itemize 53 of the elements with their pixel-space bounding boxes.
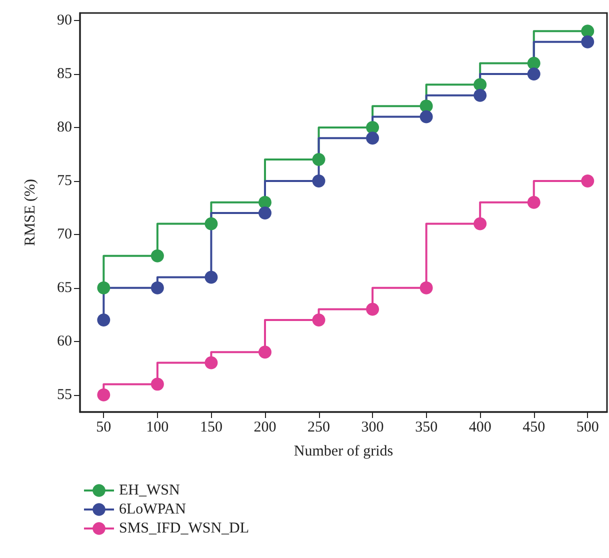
point (366, 302, 380, 316)
x-tick-label: 50 (96, 420, 112, 436)
point (258, 196, 272, 209)
y-tick-label: 85 (57, 66, 72, 82)
y-tick-label: 70 (57, 226, 72, 242)
point (527, 56, 540, 70)
point (204, 217, 218, 230)
y-tick-label: 90 (57, 12, 72, 28)
point (366, 132, 380, 145)
x-tick-label: 100 (146, 420, 169, 436)
point (312, 153, 326, 166)
x-tick-label: 200 (254, 420, 276, 436)
point (581, 24, 594, 38)
point (581, 174, 594, 188)
point (97, 314, 110, 326)
y-tick-label: 55 (57, 386, 72, 403)
point (258, 206, 272, 220)
point (420, 281, 433, 294)
point (474, 78, 487, 92)
point (204, 356, 218, 370)
legend-label: EH_WSN (119, 482, 180, 498)
point (474, 217, 487, 230)
point (581, 35, 594, 48)
x-tick-label: 450 (522, 420, 546, 436)
point (258, 346, 272, 359)
y-tick-label: 80 (57, 119, 72, 136)
x-tick-label: 400 (468, 420, 492, 436)
point (474, 88, 487, 102)
point (527, 67, 540, 80)
x-tick-label: 300 (361, 420, 384, 436)
x-tick-label: 250 (308, 420, 330, 436)
point (150, 378, 164, 391)
point (312, 174, 326, 188)
point (366, 120, 380, 134)
y-axis-title: RMSE (%) (22, 178, 38, 246)
point (150, 281, 164, 294)
x-tick-label: 350 (415, 420, 438, 436)
point (150, 249, 164, 262)
x-tick-label: 150 (200, 420, 222, 436)
legend-label: 6LoWPAN (119, 502, 186, 518)
x-axis-title: Number of grids (294, 444, 394, 460)
legend-label: SMS_IFD_WSN_DL (119, 520, 250, 536)
point (527, 196, 540, 209)
y-tick-label: 65 (57, 280, 72, 296)
point (97, 281, 110, 294)
point (312, 314, 326, 326)
x-tick-label: 500 (576, 420, 599, 436)
y-tick-label: 75 (57, 172, 72, 189)
point (420, 110, 433, 124)
point (204, 270, 218, 284)
point (97, 388, 110, 402)
point (420, 100, 433, 113)
y-tick-label: 60 (57, 333, 72, 350)
